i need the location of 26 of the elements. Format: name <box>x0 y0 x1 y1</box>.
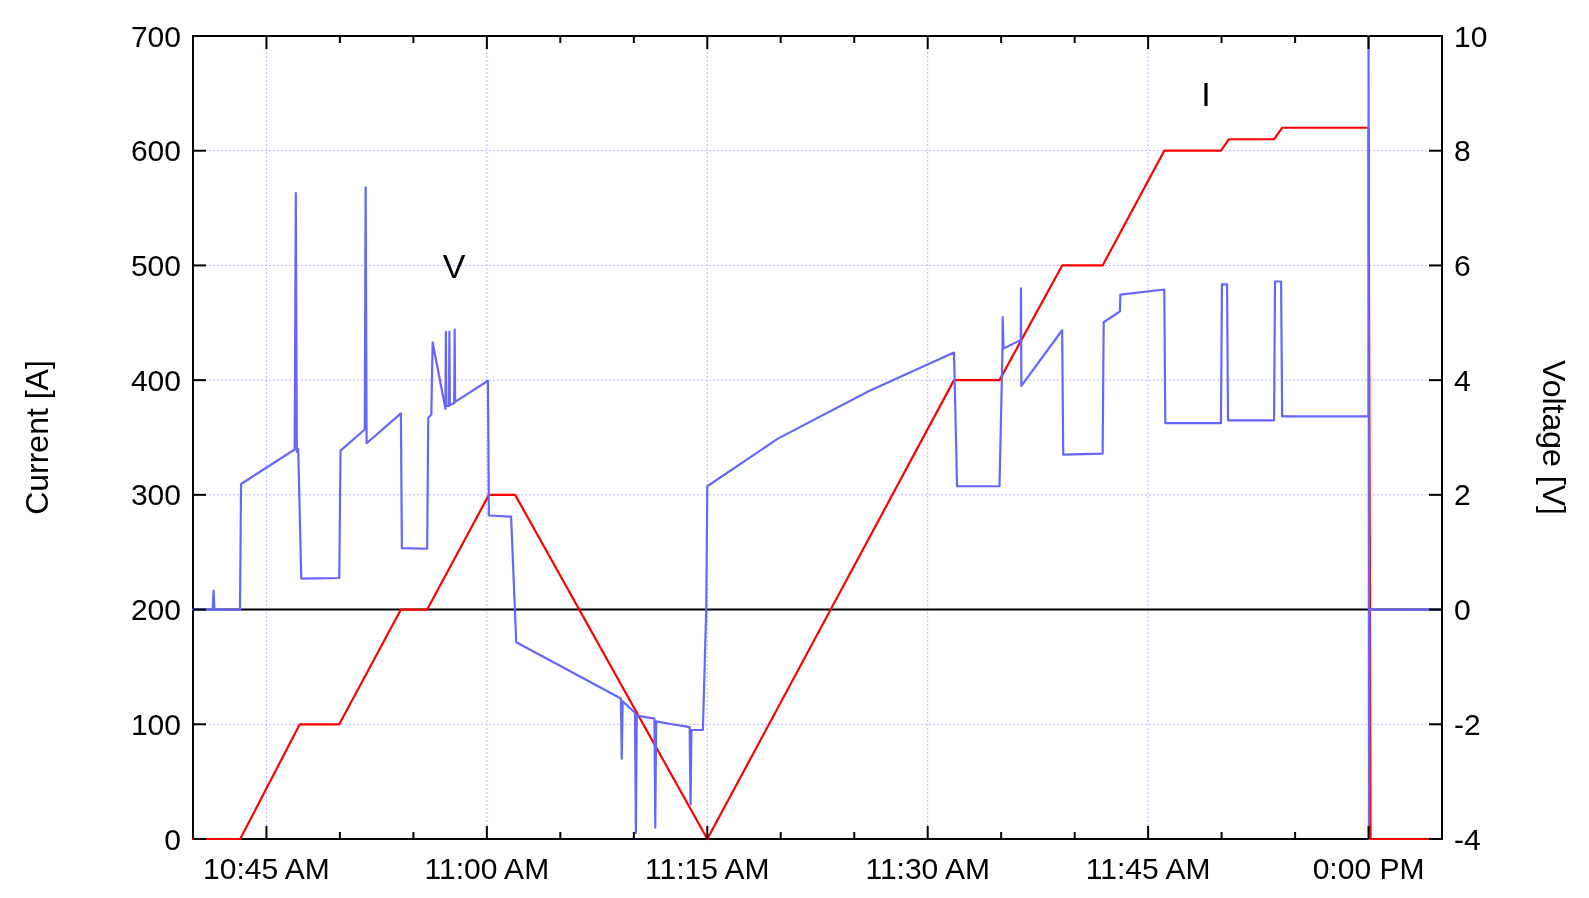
y-tick-label: 500 <box>130 248 181 282</box>
x-tick-label: 11:45 AM <box>1085 852 1211 885</box>
y-tick-label: 300 <box>130 478 181 512</box>
y2-tick-label: 0 <box>1454 593 1471 627</box>
y2-tick-label: 6 <box>1454 248 1471 282</box>
annotation: V <box>442 246 466 285</box>
annotation: I <box>1201 74 1211 113</box>
y-tick-label: 700 <box>130 19 181 53</box>
y2-tick-label: -4 <box>1454 822 1481 856</box>
y-tick-label: 600 <box>130 134 181 168</box>
y-tick-label: 100 <box>130 707 181 741</box>
y2-tick-label: -2 <box>1454 707 1481 741</box>
y-tick-label: 0 <box>164 822 181 856</box>
y-tick-label: 200 <box>130 593 181 627</box>
y2-tick-label: 2 <box>1454 478 1471 512</box>
y2-tick-label: 8 <box>1454 134 1471 168</box>
x-tick-label: 10:45 AM <box>203 852 330 885</box>
y2-tick-label: 4 <box>1454 363 1471 397</box>
y2-tick-label: 10 <box>1454 19 1488 53</box>
x-tick-label: 11:30 AM <box>865 852 990 885</box>
x-tick-label: 11:00 AM <box>424 852 550 885</box>
x-tick-label: 0:00 PM <box>1312 852 1425 885</box>
x-tick-label: 11:15 AM <box>645 852 770 885</box>
y-axis-title: Current [A] <box>19 360 55 515</box>
y2-axis-title: Voltage [V] <box>1536 360 1572 515</box>
y-tick-label: 400 <box>130 363 181 397</box>
